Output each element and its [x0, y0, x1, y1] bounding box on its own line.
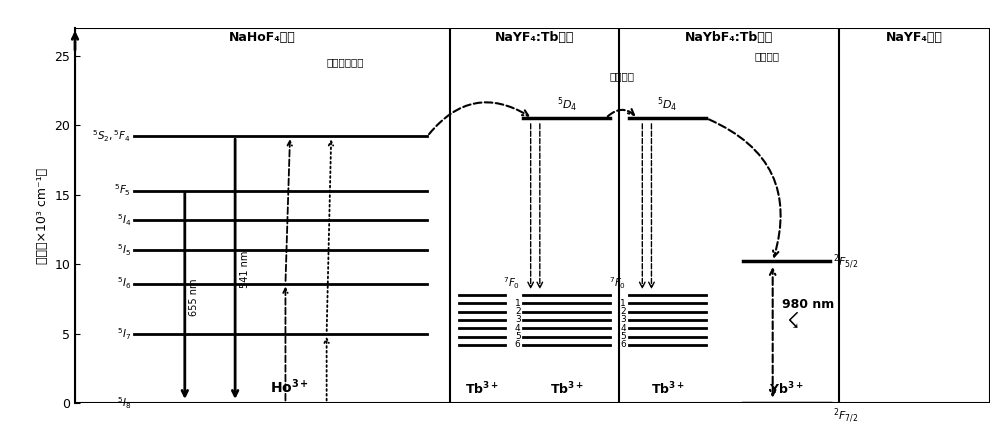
Text: $^5I_7$: $^5I_7$ [117, 326, 131, 341]
FancyArrowPatch shape [327, 141, 333, 331]
Text: 4: 4 [620, 324, 626, 332]
Text: NaHoF₄核层: NaHoF₄核层 [229, 31, 296, 44]
Text: 5: 5 [620, 332, 626, 341]
Text: $^2F_{5/2}$: $^2F_{5/2}$ [833, 252, 858, 271]
Text: NaYF₄:Tb壳层: NaYF₄:Tb壳层 [495, 31, 574, 44]
Text: 655 nm: 655 nm [189, 278, 199, 316]
Text: $^2F_{7/2}$: $^2F_{7/2}$ [833, 406, 858, 425]
FancyArrowPatch shape [283, 288, 288, 401]
FancyArrowPatch shape [709, 119, 781, 257]
Text: 541 nm: 541 nm [240, 251, 250, 288]
Text: $^7F_0$: $^7F_0$ [503, 276, 521, 291]
Text: 1: 1 [620, 299, 626, 308]
FancyArrowPatch shape [324, 338, 329, 401]
Text: ☇: ☇ [786, 311, 799, 331]
FancyArrowPatch shape [429, 102, 528, 134]
Y-axis label: 能量（×10³ cm⁻¹）: 能量（×10³ cm⁻¹） [36, 167, 49, 264]
Text: 5: 5 [515, 332, 521, 341]
Text: 能量迁移: 能量迁移 [754, 51, 779, 60]
Text: NaYF₄外层: NaYF₄外层 [886, 31, 943, 44]
FancyArrowPatch shape [770, 269, 775, 396]
Text: $^5D_4$: $^5D_4$ [557, 96, 577, 114]
Text: 3: 3 [620, 315, 626, 324]
Text: NaYbF₄:Tb壳层: NaYbF₄:Tb壳层 [685, 31, 773, 44]
FancyArrowPatch shape [608, 109, 634, 116]
Text: $\mathbf{Tb^{3+}}$: $\mathbf{Tb^{3+}}$ [651, 381, 684, 398]
Text: $\mathbf{Tb^{3+}}$: $\mathbf{Tb^{3+}}$ [465, 381, 499, 398]
Text: $^5D_4$: $^5D_4$ [657, 96, 678, 114]
Text: $^5I_6$: $^5I_6$ [117, 276, 131, 291]
Text: $\mathbf{Ho^{3+}}$: $\mathbf{Ho^{3+}}$ [270, 378, 310, 396]
Text: 3: 3 [515, 315, 521, 324]
Text: $^5I_8$: $^5I_8$ [117, 396, 131, 411]
Text: 4: 4 [515, 324, 521, 332]
Text: 2: 2 [515, 307, 521, 316]
Text: 界面能量传递: 界面能量传递 [326, 57, 364, 68]
Text: $^5I_5$: $^5I_5$ [117, 242, 131, 258]
Text: 980 nm: 980 nm [782, 298, 834, 311]
FancyArrowPatch shape [286, 141, 292, 281]
Text: 2: 2 [620, 307, 626, 316]
Text: 1: 1 [515, 299, 521, 308]
Text: $^5I_4$: $^5I_4$ [117, 212, 131, 227]
Text: $^5F_5$: $^5F_5$ [114, 183, 131, 198]
Text: 能量迁移: 能量迁移 [609, 72, 634, 82]
Text: $\mathbf{Tb^{3+}}$: $\mathbf{Tb^{3+}}$ [550, 381, 584, 398]
Text: 6: 6 [620, 340, 626, 349]
Text: $\mathbf{Yb^{3+}}$: $\mathbf{Yb^{3+}}$ [769, 381, 804, 398]
Text: $^5S_2,{}^5F_4$: $^5S_2,{}^5F_4$ [92, 129, 131, 144]
Text: $^7F_0$: $^7F_0$ [609, 276, 626, 291]
Text: 6: 6 [515, 340, 521, 349]
